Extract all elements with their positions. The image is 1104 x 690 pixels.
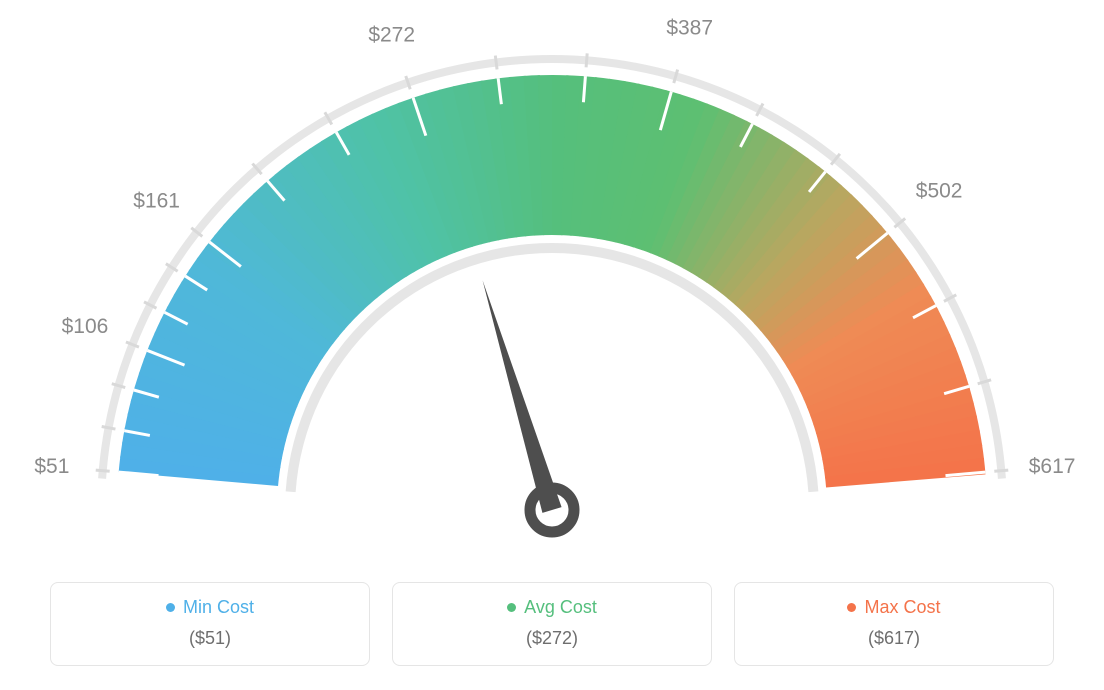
legend-card-avg: Avg Cost ($272) [392,582,712,666]
legend-value: ($617) [735,628,1053,649]
legend-title: Avg Cost [507,597,597,618]
gauge-color-arc [119,75,986,487]
legend-card-min: Min Cost ($51) [50,582,370,666]
legend-row: Min Cost ($51) Avg Cost ($272) Max Cost ($617… [50,582,1054,666]
legend-title: Max Cost [847,597,940,618]
legend-dot-icon [166,603,175,612]
legend-value: ($51) [51,628,369,649]
gauge-tick-label: $502 [916,179,963,202]
gauge-svg: $51 $106 $161 $272 $387 $502 $617 [22,10,1082,570]
legend-value: ($272) [393,628,711,649]
gauge-tick-label: $51 [34,455,69,478]
legend-card-max: Max Cost ($617) [734,582,1054,666]
legend-dot-icon [847,603,856,612]
gauge-needle [483,280,574,532]
gauge-tick-label: $387 [666,16,713,39]
legend-title-text: Max Cost [864,597,940,618]
gauge-tick-label: $617 [1029,455,1076,478]
gauge-tick-label: $161 [133,190,180,213]
legend-title: Min Cost [166,597,254,618]
gauge-tick-label: $106 [62,315,109,338]
legend-title-text: Avg Cost [524,597,597,618]
gauge-tick-label: $272 [368,23,415,46]
legend-dot-icon [507,603,516,612]
legend-title-text: Min Cost [183,597,254,618]
cost-gauge: $51 $106 $161 $272 $387 $502 $617 [22,10,1082,570]
